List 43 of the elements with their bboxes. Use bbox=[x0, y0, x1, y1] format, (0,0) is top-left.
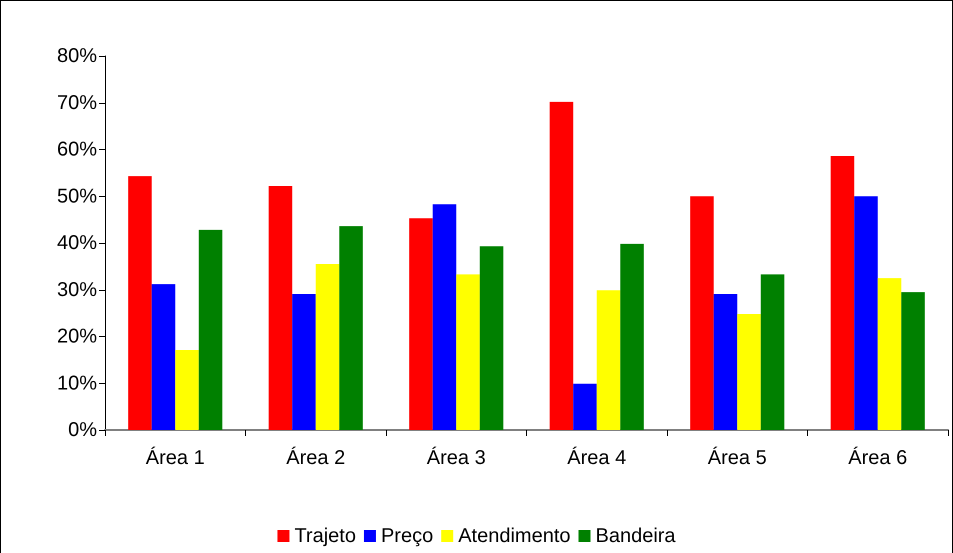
bar bbox=[432, 204, 456, 430]
bar bbox=[268, 186, 292, 430]
x-tick-label: Área 1 bbox=[146, 446, 205, 469]
legend-label: Trajeto bbox=[294, 525, 356, 547]
x-tick-label: Área 2 bbox=[286, 446, 346, 469]
bar bbox=[830, 156, 854, 430]
y-tick-label: 0% bbox=[68, 419, 98, 441]
x-tick-label: Área 3 bbox=[426, 446, 486, 469]
x-tick-label: Área 5 bbox=[708, 446, 767, 469]
bar bbox=[690, 196, 714, 430]
bar bbox=[550, 102, 574, 430]
bar bbox=[198, 230, 222, 430]
bar bbox=[737, 314, 761, 430]
bar bbox=[878, 278, 902, 430]
bar bbox=[128, 176, 152, 430]
legend-label: Preço bbox=[380, 525, 434, 547]
bar bbox=[292, 294, 316, 430]
legend-label: Bandeira bbox=[595, 525, 676, 547]
x-tick-label: Área 6 bbox=[848, 446, 908, 469]
x-tick-label: Área 4 bbox=[567, 446, 626, 469]
y-tick-label: 60% bbox=[56, 138, 98, 160]
y-tick-label: 10% bbox=[56, 372, 98, 394]
y-tick-label: 80% bbox=[56, 45, 98, 67]
y-tick-label: 70% bbox=[56, 92, 98, 114]
bar bbox=[854, 196, 878, 430]
bar bbox=[573, 384, 597, 430]
y-tick-label: 30% bbox=[56, 278, 98, 301]
bar bbox=[901, 292, 925, 430]
bar bbox=[152, 284, 176, 430]
y-tick-label: 50% bbox=[56, 185, 98, 208]
bar bbox=[175, 350, 199, 430]
y-tick-label: 20% bbox=[56, 326, 98, 348]
y-tick-label: 40% bbox=[56, 232, 98, 254]
bar bbox=[456, 274, 480, 430]
bar bbox=[714, 294, 738, 430]
bar bbox=[409, 218, 433, 430]
bar bbox=[596, 290, 620, 430]
bar bbox=[480, 246, 504, 430]
bar bbox=[620, 244, 644, 430]
legend-label: Atendimento bbox=[458, 525, 570, 547]
bar bbox=[760, 274, 784, 430]
bar bbox=[316, 264, 340, 430]
bar bbox=[339, 226, 363, 430]
